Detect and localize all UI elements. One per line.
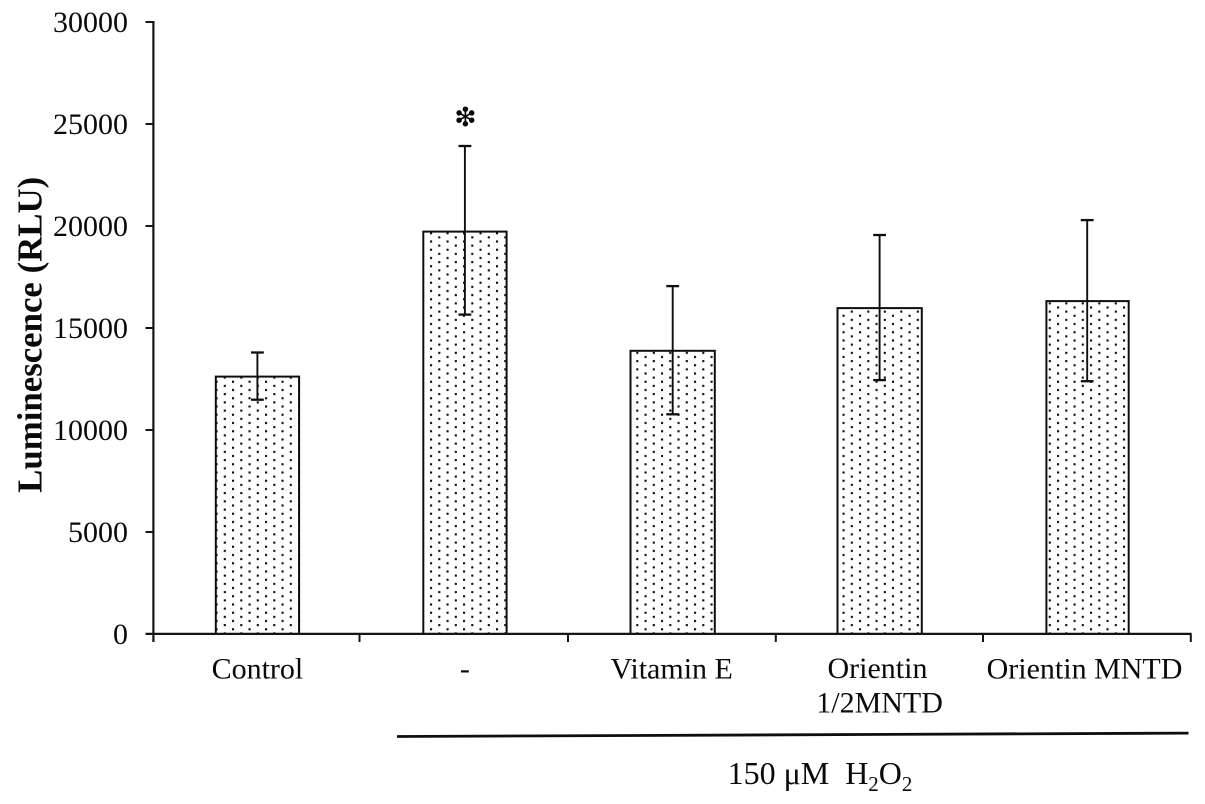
svg-text:Luminescence (RLU): Luminescence (RLU) [11, 177, 50, 493]
svg-text:15000: 15000 [53, 312, 128, 345]
svg-text:10000: 10000 [53, 414, 128, 447]
svg-text:1/2MNTD: 1/2MNTD [816, 687, 943, 720]
svg-text:Vitamin E: Vitamin E [611, 653, 733, 686]
svg-text:30000: 30000 [53, 6, 128, 39]
svg-text:-: - [460, 653, 470, 686]
svg-text:25000: 25000 [53, 108, 128, 141]
svg-text:20000: 20000 [53, 210, 128, 243]
svg-text:Orientin MNTD: Orientin MNTD [987, 653, 1183, 686]
svg-text:Orientin: Orientin [828, 652, 928, 685]
svg-text:Control: Control [212, 653, 304, 686]
svg-text:0: 0 [113, 618, 128, 651]
svg-text:150 μM H2O2: 150 μM H2O2 [728, 755, 913, 796]
svg-text:5000: 5000 [68, 516, 128, 549]
